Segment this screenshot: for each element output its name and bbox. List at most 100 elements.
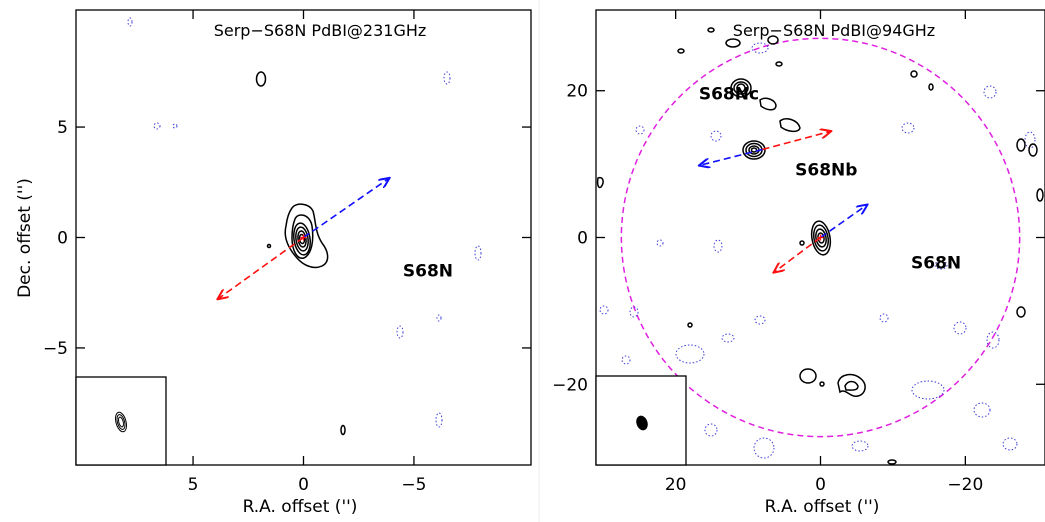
contour <box>810 220 832 256</box>
source-label: S68N <box>403 262 453 282</box>
contour <box>928 83 934 91</box>
neg-contour <box>172 123 178 129</box>
contour <box>266 243 272 249</box>
neg-contour <box>621 355 631 365</box>
negative-contours-right <box>599 42 1036 459</box>
neg-contour <box>983 85 997 99</box>
contour <box>887 459 897 465</box>
neg-contour <box>443 71 451 85</box>
y-tick-label: −20 <box>552 375 588 395</box>
synthesized-beam-right <box>636 415 648 431</box>
contour <box>767 35 779 45</box>
panel-title-right: Serp−S68N PdBI@94GHz <box>733 21 935 40</box>
neg-contour <box>599 305 609 315</box>
contour <box>677 48 685 54</box>
ticks-left: 5 0 −5 −5 0 5 <box>43 10 531 495</box>
neg-contour <box>436 314 442 322</box>
panel-94ghz: Serp−S68N PdBI@94GHz R.A. offset ('') 20… <box>552 9 1045 517</box>
outflow-red-arrow <box>773 236 821 273</box>
contour <box>687 322 693 328</box>
neg-contour <box>127 17 133 27</box>
y-tick-label: −5 <box>43 339 68 359</box>
x-tick-label: 0 <box>298 475 309 495</box>
contour <box>1016 138 1026 152</box>
panel-231ghz: Serp−S68N PdBI@231GHz R.A. offset ('') D… <box>15 9 532 517</box>
x-tick-label: 5 <box>188 475 199 495</box>
beam-inset-left <box>75 376 167 466</box>
y-axis-title-left: Dec. offset ('') <box>15 178 35 298</box>
y-tick-label: 0 <box>577 229 588 249</box>
contour <box>837 373 866 397</box>
negative-contours-left <box>127 17 482 428</box>
y-tick-label: 20 <box>566 82 588 102</box>
contour <box>736 83 746 93</box>
neg-contour <box>911 380 945 400</box>
positive-contours-left <box>255 71 346 436</box>
synthesized-beam-left <box>115 411 127 433</box>
y-tick-label: 5 <box>57 118 68 138</box>
x-tick-label: −20 <box>947 475 983 495</box>
outflow-arrows-right <box>699 131 868 273</box>
x-tick-label: 0 <box>815 475 826 495</box>
neg-contour <box>1024 131 1036 149</box>
contour <box>284 203 329 269</box>
neg-contour <box>675 344 705 364</box>
x-tick-label: 20 <box>665 475 687 495</box>
contour <box>1036 188 1044 202</box>
source-labels-right: S68N S68Nb S68Nc <box>699 85 961 274</box>
neg-contour <box>851 440 869 452</box>
contour <box>799 368 817 384</box>
contour <box>812 224 830 252</box>
neg-contour <box>629 306 639 318</box>
contour <box>750 147 758 153</box>
outflow-red-arrow <box>217 236 304 300</box>
contour <box>298 233 306 245</box>
contour <box>815 228 827 248</box>
contour <box>297 230 307 248</box>
neg-contour <box>986 331 1000 349</box>
neg-contour <box>153 122 161 130</box>
contour <box>779 118 801 133</box>
neg-contour <box>710 130 722 142</box>
outflow-blue-arrow <box>820 204 868 239</box>
contour <box>1028 143 1038 157</box>
outflow-arrows-left <box>217 178 389 299</box>
neg-contour <box>973 402 991 418</box>
contour <box>255 71 267 87</box>
source-label: S68Nc <box>699 85 759 105</box>
neg-contour <box>635 125 645 135</box>
neg-contour <box>435 412 443 428</box>
neg-contour <box>754 315 766 325</box>
source-markers-left <box>300 234 307 241</box>
source-markers-right <box>817 234 824 241</box>
source-label: S68N <box>911 253 961 273</box>
contour <box>730 78 752 98</box>
contour <box>596 176 604 189</box>
contour <box>844 380 859 391</box>
neg-contour <box>901 122 915 134</box>
neg-contour <box>934 260 948 270</box>
source-label: S68Nb <box>795 160 857 180</box>
primary-beam-circle <box>620 37 1021 438</box>
contour <box>340 424 346 436</box>
neg-contour <box>753 437 775 459</box>
neg-contour <box>721 333 735 343</box>
outflow-blue-arrow <box>303 178 390 239</box>
contour <box>725 38 741 48</box>
source-labels-left: S68N <box>403 262 453 282</box>
neg-contour <box>474 245 482 261</box>
contour <box>1016 306 1026 318</box>
outflow-red-arrow <box>762 131 832 151</box>
contour <box>910 70 918 78</box>
contour <box>819 381 825 387</box>
contour <box>293 222 311 256</box>
neg-contour <box>953 321 967 335</box>
contour <box>291 214 314 259</box>
x-tick-label: −5 <box>401 475 426 495</box>
neg-contour <box>751 42 769 54</box>
y-tick-label: 0 <box>57 229 68 249</box>
neg-contour <box>704 423 718 437</box>
neg-contour <box>656 239 664 247</box>
panel-title-left: Serp−S68N PdBI@231GHz <box>214 21 427 40</box>
